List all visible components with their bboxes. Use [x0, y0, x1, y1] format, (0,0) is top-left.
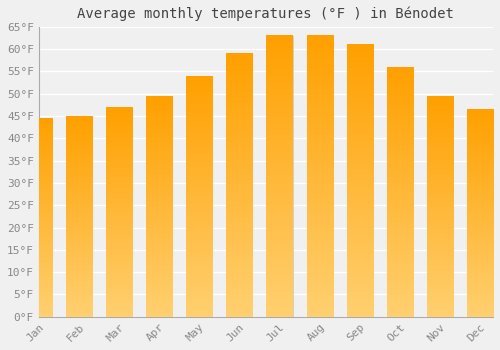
Bar — [387, 67, 413, 317]
Bar — [106, 107, 132, 317]
Bar — [146, 96, 172, 317]
Bar — [306, 36, 332, 317]
Bar — [266, 36, 292, 317]
Bar — [427, 96, 453, 317]
Title: Average monthly temperatures (°F ) in Bénodet: Average monthly temperatures (°F ) in Bé… — [78, 7, 454, 21]
Bar — [66, 116, 92, 317]
Bar — [226, 54, 252, 317]
Bar — [467, 109, 493, 317]
Bar — [26, 118, 52, 317]
Bar — [346, 45, 372, 317]
Bar — [186, 76, 212, 317]
